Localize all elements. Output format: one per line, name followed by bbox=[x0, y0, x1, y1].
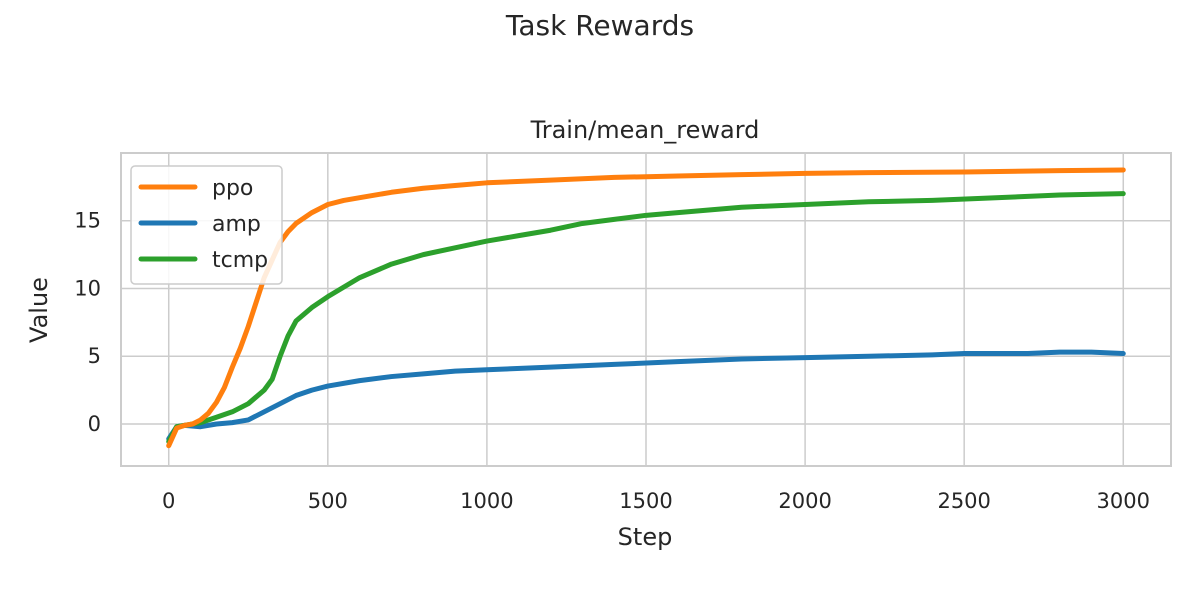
legend: ppo amp tcmp bbox=[130, 165, 283, 285]
series-line-ppo bbox=[166, 167, 1126, 449]
series-lines bbox=[166, 167, 1126, 449]
y-tick-label: 15 bbox=[74, 209, 101, 233]
y-axis-label: Value bbox=[25, 277, 53, 343]
x-tick-label: 0 bbox=[162, 489, 175, 513]
y-tick-label: 5 bbox=[88, 344, 101, 368]
legend-label-tcmp: tcmp bbox=[212, 248, 268, 273]
legend-box bbox=[130, 165, 283, 285]
legend-label-ppo: ppo bbox=[212, 176, 253, 201]
x-tick-label: 1500 bbox=[619, 489, 672, 513]
y-tick-label: 0 bbox=[88, 412, 101, 436]
chart-title: Train/mean_reward bbox=[530, 116, 760, 144]
x-tick-label: 2500 bbox=[937, 489, 990, 513]
series-line-tcmp bbox=[166, 191, 1126, 445]
tick-labels: 0 500 1000 1500 2000 2500 3000 0 5 10 15 bbox=[74, 209, 1150, 513]
x-tick-label: 1000 bbox=[460, 489, 513, 513]
x-tick-label: 500 bbox=[308, 489, 348, 513]
figure-suptitle: Task Rewards bbox=[505, 9, 694, 42]
x-axis-label: Step bbox=[618, 523, 673, 551]
series-line-amp bbox=[166, 349, 1126, 442]
y-tick-label: 10 bbox=[74, 276, 101, 300]
plot-frame bbox=[120, 152, 1172, 467]
x-tick-label: 2000 bbox=[778, 489, 831, 513]
legend-label-amp: amp bbox=[212, 212, 261, 237]
x-tick-label: 3000 bbox=[1097, 489, 1150, 513]
